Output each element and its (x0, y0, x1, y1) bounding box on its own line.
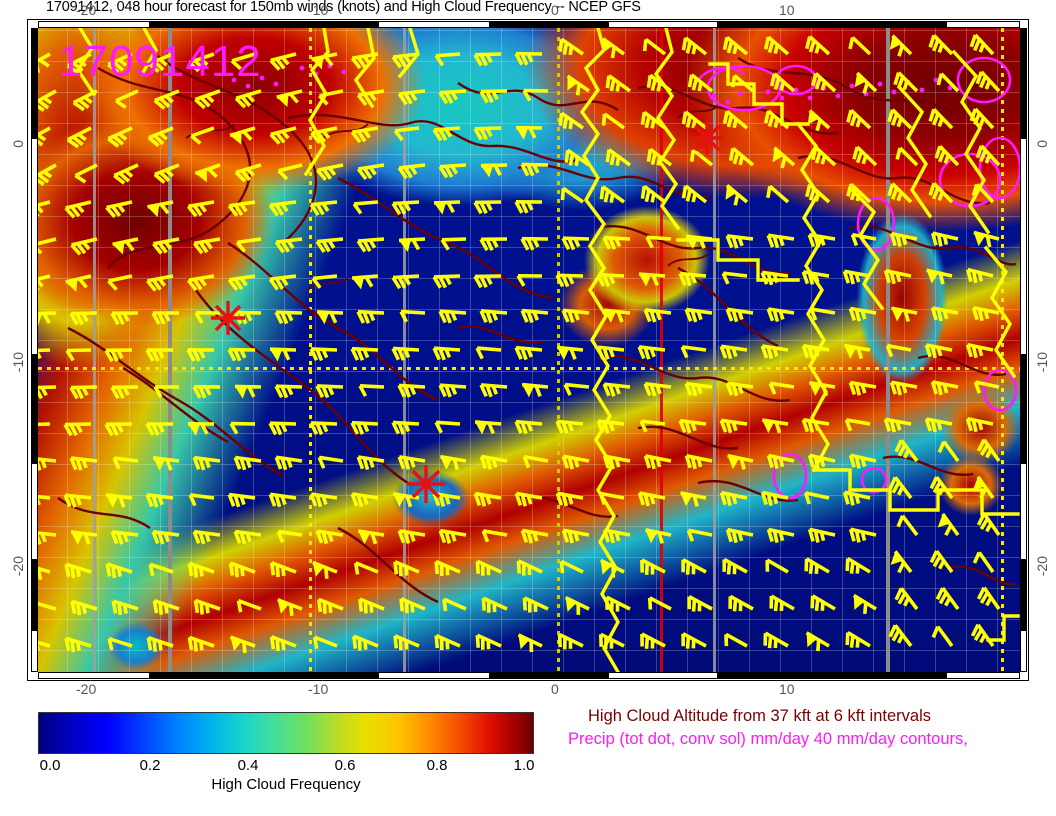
y-tick-left-2: -20 (10, 556, 26, 577)
dotted-meridian-c (1001, 28, 1004, 672)
y-tick-right-0: 0 (1034, 140, 1050, 148)
legend-precip: Precip (tot dot, conv sol) mm/day 40 mm/… (568, 730, 968, 748)
forecast-datestamp: 17091412 (58, 37, 262, 86)
colorbar-tick-2: 0.4 (237, 757, 259, 774)
legend-cloud-altitude: High Cloud Altitude from 37 kft at 6 kft… (588, 707, 931, 725)
station-marker (211, 301, 245, 335)
x-tick-bottom-0: -20 (76, 681, 97, 697)
y-tick-left-0: 0 (10, 140, 26, 148)
x-tick-top-3: 10 (779, 2, 795, 18)
axis-bottom (38, 672, 1020, 679)
y-tick-right-2: -20 (1034, 556, 1050, 577)
y-tick-left-1: -10 (10, 352, 26, 373)
dotted-equator-line (38, 367, 1020, 370)
x-tick-top-2: 0 (551, 2, 559, 18)
map-plot-area: 17091412 (38, 28, 1020, 672)
page-title: 17091412, 048 hour forecast for 150mb wi… (46, 0, 641, 15)
y-tick-right-1: -10 (1034, 352, 1050, 373)
axis-top (38, 21, 1020, 28)
colorbar-tick-5: 1.0 (513, 757, 535, 774)
axis-right (1020, 28, 1027, 672)
station-marker (690, 121, 724, 155)
x-tick-top-0: -20 (76, 2, 97, 18)
colorbar-label: High Cloud Frequency (211, 776, 361, 793)
axis-left (31, 28, 38, 672)
colorbar-tick-3: 0.6 (334, 757, 356, 774)
colorbar-tick-4: 0.8 (426, 757, 448, 774)
precip-contours (231, 56, 1020, 500)
station-marker (407, 465, 445, 503)
colorbar (38, 712, 534, 754)
x-tick-bottom-3: 10 (779, 681, 795, 697)
dotted-meridian-b (557, 28, 560, 672)
station-marker-layer (211, 121, 724, 503)
x-tick-bottom-1: -10 (308, 681, 329, 697)
colorbar-tick-1: 0.2 (139, 757, 161, 774)
colorbar-tick-0: 0.0 (39, 757, 61, 774)
x-tick-top-1: -10 (308, 2, 329, 18)
x-tick-bottom-2: 0 (551, 681, 559, 697)
